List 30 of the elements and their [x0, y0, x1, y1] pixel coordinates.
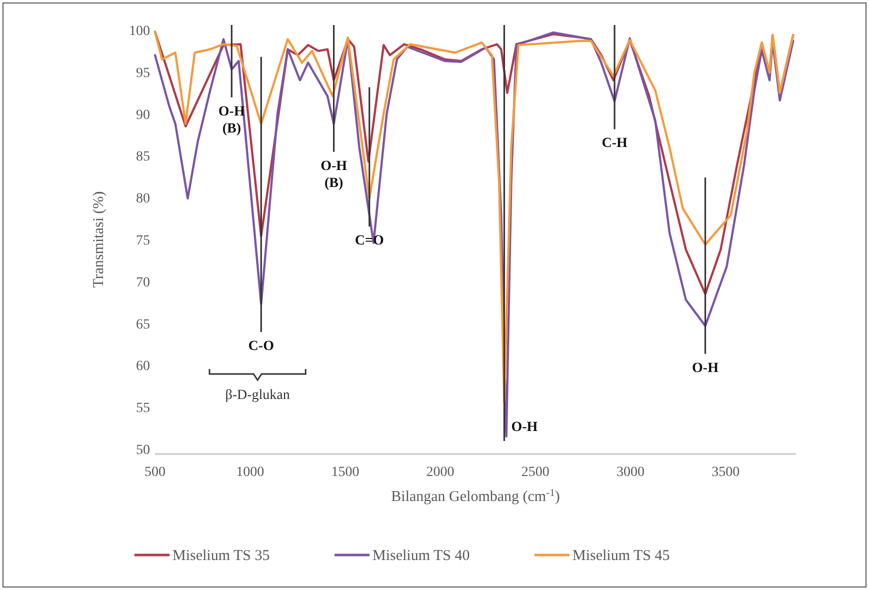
x-tick-label: 500 [144, 465, 166, 480]
annotation: C-H [602, 136, 628, 152]
legend-label: Miselium TS 40 [372, 548, 470, 564]
x-tick-label: 1000 [236, 465, 264, 480]
y-tick-label: 60 [136, 359, 150, 374]
annotation: O-H (B) [320, 158, 348, 191]
y-tick-label: 80 [136, 192, 150, 207]
legend-label: Miselium TS 35 [172, 548, 270, 564]
y-tick-label: 70 [136, 275, 150, 290]
x-tick-label: 1500 [331, 465, 360, 480]
annotation: C-O [248, 339, 274, 354]
x-axis-title: Bilangan Gelombang (cm$^{-1}$) [391, 488, 560, 505]
y-tick-label: 65 [136, 317, 150, 332]
annotation: C=O [354, 233, 384, 248]
ref-line-label: O-H [511, 420, 538, 435]
x-tick-label: 2000 [426, 465, 454, 480]
y-tick-label: 100 [129, 24, 150, 39]
x-tick-label: 2500 [521, 465, 550, 480]
y-tick-label: 90 [136, 108, 150, 123]
annotation: O-H [692, 360, 719, 376]
x-tick-label: 3000 [616, 465, 645, 480]
annotation: β-D-glukan [225, 388, 290, 403]
y-axis-title: Transmitasi (%) [91, 191, 107, 288]
y-tick-label: 85 [136, 150, 150, 165]
legend-label: Miselium TS 45 [572, 548, 670, 564]
x-tick-label: 3500 [712, 465, 740, 480]
y-tick-label: 55 [136, 401, 150, 416]
y-tick-label: 75 [136, 234, 150, 248]
y-tick-label: 50 [136, 443, 150, 458]
y-tick-label: 95 [136, 66, 150, 81]
